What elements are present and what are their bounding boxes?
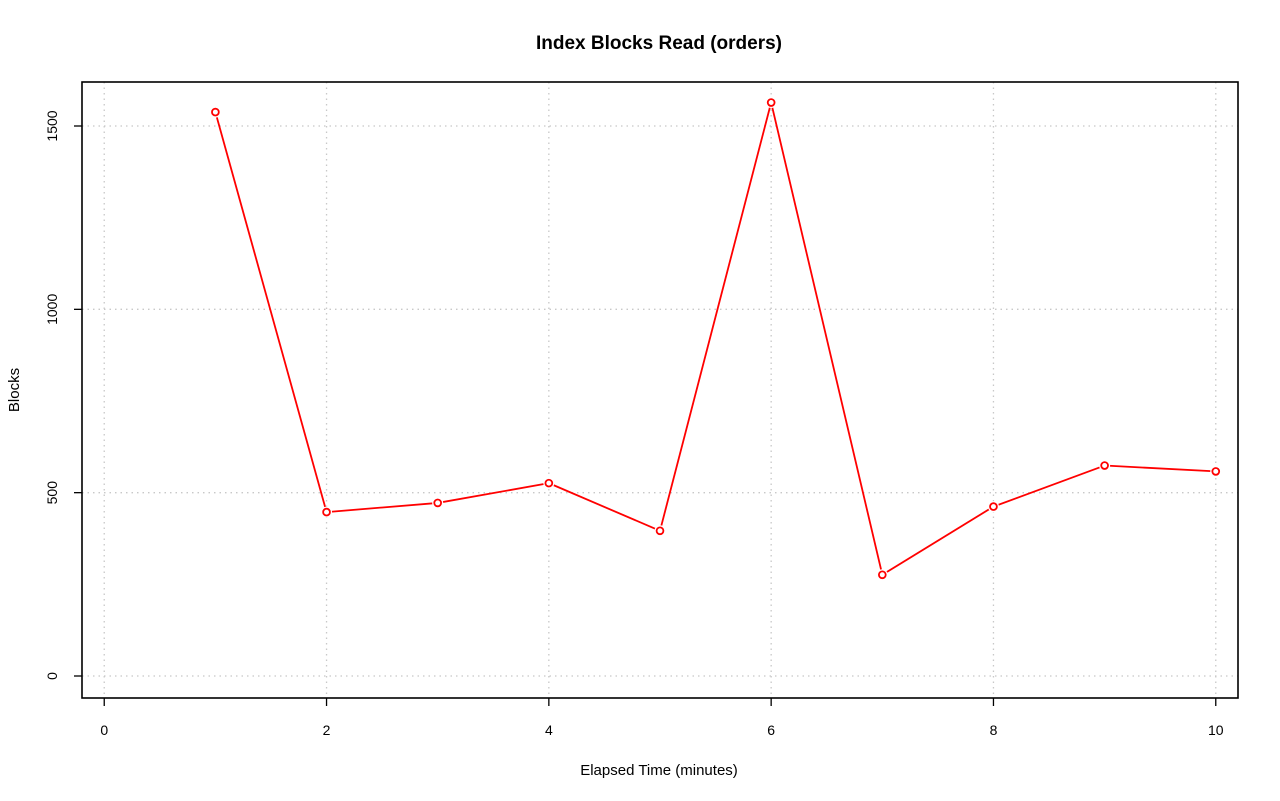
y-axis-label: Blocks [6, 368, 23, 412]
data-point [322, 507, 331, 517]
chart-title: Index Blocks Read (orders) [536, 33, 782, 54]
x-tick-label: 4 [545, 722, 553, 738]
x-tick-label: 8 [990, 722, 998, 738]
series-segment [993, 464, 1105, 508]
series-segment [770, 102, 884, 576]
data-point [211, 107, 220, 117]
data-series [209, 97, 1222, 581]
data-point [433, 498, 442, 508]
x-tick-label: 2 [323, 722, 331, 738]
y-tick-label: 1000 [44, 294, 60, 325]
x-tick-label: 0 [100, 722, 108, 738]
grid-lines [82, 82, 1238, 698]
series-segment [214, 111, 328, 513]
series-segment [437, 482, 550, 504]
y-tick-label: 500 [44, 481, 60, 505]
series-segment [881, 505, 994, 576]
plot-frame [81, 81, 1239, 699]
x-tick-label: 6 [767, 722, 775, 738]
data-point [1100, 461, 1109, 470]
series-segment [548, 482, 661, 532]
x-axis-label: Elapsed Time (minutes) [580, 762, 738, 779]
axes: 0 2 4 6 8 10 0 500 1000 1500 [44, 110, 1224, 738]
series-segment [326, 502, 438, 513]
series-segment [659, 102, 773, 532]
series-segment [1104, 464, 1216, 473]
data-point [989, 502, 998, 511]
data-point [1211, 467, 1221, 476]
y-tick-label: 0 [44, 672, 60, 680]
y-tick-label: 1500 [44, 110, 60, 141]
data-point [544, 478, 554, 488]
data-point [878, 570, 887, 580]
data-point [766, 98, 776, 107]
data-point [655, 526, 665, 536]
x-tick-label: 10 [1208, 722, 1224, 738]
